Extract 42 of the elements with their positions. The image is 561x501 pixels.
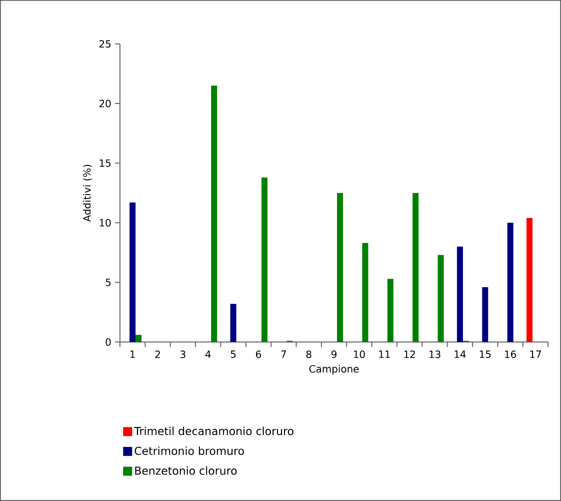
bar [438,254,444,342]
x-tick-label: 15 [480,350,491,358]
bar [337,192,344,342]
y-axis-title: Additivi (%) [83,164,92,222]
legend-label: Cetrimonio bromuro [134,446,244,456]
bar [456,246,463,342]
legend-label: Benzetonio cloruro [135,466,237,475]
legend-label: Trimetil decanamonio cloruro [134,426,294,436]
bar [136,334,142,342]
x-tick-label: 10 [354,350,365,358]
x-tick-label: 17 [530,350,541,358]
bar [412,192,419,342]
y-tick-label: 20 [99,100,111,108]
bar [387,278,394,342]
x-tick-label: 3 [180,350,186,358]
y-tick-label: 10 [100,219,111,227]
x-tick-label: 1 [130,350,135,358]
x-tick-label: 11 [379,350,390,358]
x-tick-label: 12 [404,350,415,358]
x-tick-label: 6 [256,350,262,358]
y-tick-label: 25 [99,40,111,48]
x-tick-label: 13 [430,350,440,358]
x-tick-label: 5 [230,350,236,358]
bar [507,222,514,342]
bar [526,218,532,342]
x-tick-label: 16 [505,350,516,358]
x-tick-label: 4 [205,350,211,358]
bar [211,86,218,342]
bar [130,202,136,342]
x-tick-label: 8 [306,350,312,358]
x-tick-label: 2 [155,350,160,358]
bar [362,243,368,342]
bar [261,177,268,342]
y-tick-label: 15 [100,159,111,167]
x-tick-label: 9 [331,350,336,358]
x-tick-label: 7 [281,350,286,358]
x-axis-title: Campione [309,364,359,375]
x-tick-label: 14 [454,350,466,358]
y-tick-label: 0 [106,338,111,346]
bar [230,304,236,342]
y-tick-label: 5 [106,278,111,286]
bar [482,287,488,342]
